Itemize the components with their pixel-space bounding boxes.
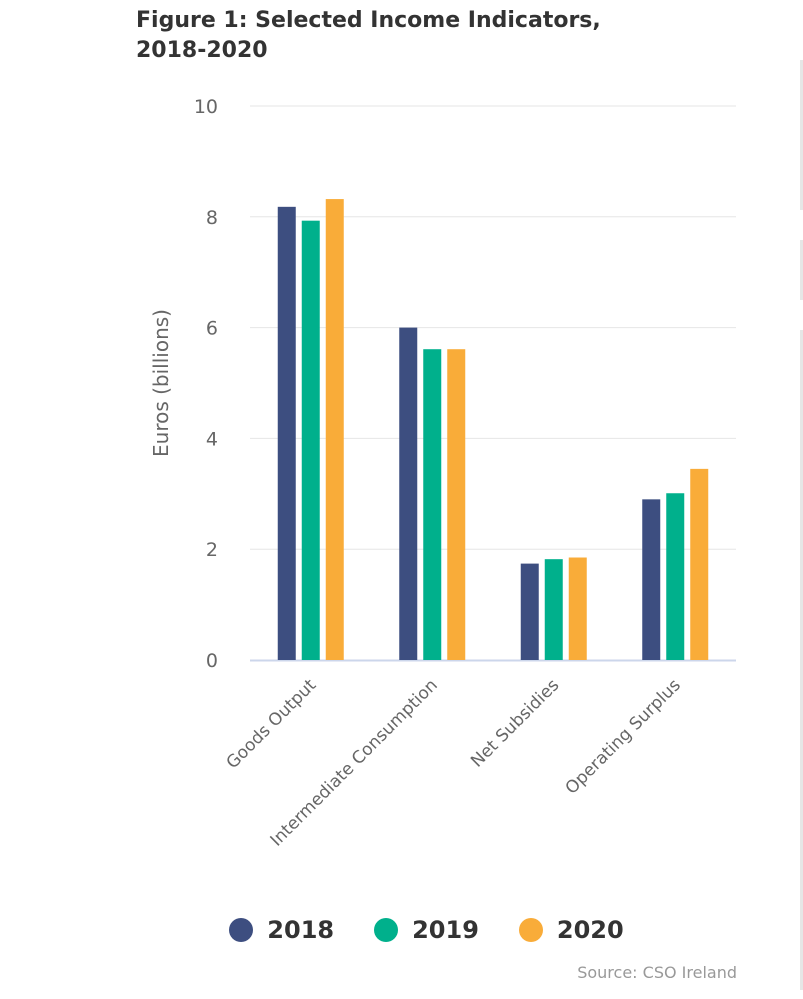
x-tick-label: Net Subsidies bbox=[467, 675, 563, 771]
bar-2020-3 bbox=[690, 468, 709, 660]
legend-item-2020[interactable]: 2020 bbox=[518, 908, 624, 952]
y-tick-label: 8 bbox=[206, 207, 218, 229]
y-tick-label: 6 bbox=[206, 318, 218, 340]
legend-label-2018: 2018 bbox=[267, 916, 335, 944]
y-tick-label: 0 bbox=[206, 650, 218, 672]
y-tick-label: 10 bbox=[194, 96, 218, 118]
chart-title: Figure 1: Selected Income Indicators, 20… bbox=[136, 6, 736, 66]
bar-2018-1 bbox=[399, 327, 418, 660]
legend-item-2019[interactable]: 2019 bbox=[374, 908, 479, 952]
source-credit: Source: CSO Ireland bbox=[577, 963, 737, 982]
bar-2019-1 bbox=[423, 349, 442, 660]
x-tick-label: Operating Surplus bbox=[562, 675, 685, 798]
legend-marker-2020 bbox=[518, 918, 543, 942]
legend-label-2019: 2019 bbox=[412, 916, 479, 944]
right-edge-divider bbox=[800, 240, 803, 300]
chart-legend: 2018 2019 2020 bbox=[0, 908, 803, 952]
legend-item-2018[interactable]: 2018 bbox=[229, 908, 334, 952]
chart-title-line-1: Figure 1: Selected Income Indicators, bbox=[136, 8, 601, 33]
bar-2018-2 bbox=[520, 563, 539, 660]
y-tick-label: 2 bbox=[206, 539, 218, 561]
bar-2020-1 bbox=[447, 349, 466, 660]
y-tick-label: 4 bbox=[206, 428, 218, 450]
chart-title-line-2: 2018-2020 bbox=[136, 38, 268, 63]
right-edge-divider bbox=[800, 330, 803, 990]
bar-2018-3 bbox=[642, 499, 661, 660]
bar-2020-2 bbox=[568, 557, 587, 660]
x-tick-label: Goods Output bbox=[223, 675, 321, 773]
bar-2019-0 bbox=[301, 220, 320, 661]
legend-label-2020: 2020 bbox=[556, 916, 624, 944]
bar-2018-0 bbox=[277, 206, 296, 660]
bar-2020-0 bbox=[325, 199, 344, 660]
bar-2019-3 bbox=[666, 493, 685, 660]
legend-marker-2018 bbox=[229, 918, 254, 942]
legend-marker-2019 bbox=[374, 918, 399, 942]
bar-2019-2 bbox=[544, 559, 563, 660]
right-edge-divider bbox=[800, 60, 803, 210]
y-axis-title: Euros (billions) bbox=[149, 309, 173, 457]
